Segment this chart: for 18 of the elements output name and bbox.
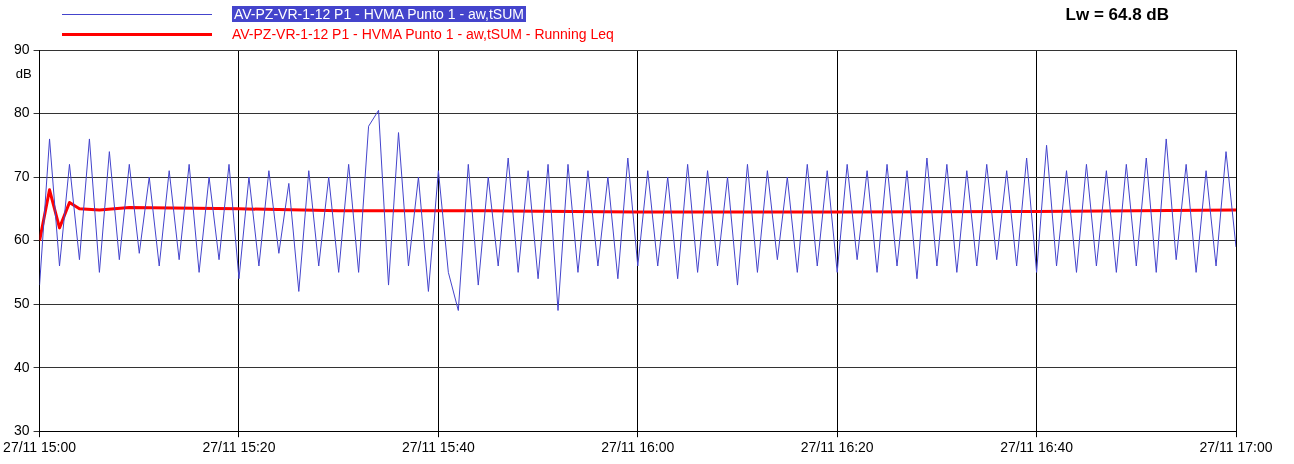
y-tick-label: 60 — [13, 231, 30, 248]
y-tick-label: 80 — [13, 104, 30, 121]
y-tick-label: 40 — [13, 358, 30, 375]
y-tick-label: 30 — [13, 422, 30, 439]
x-tick-label: 27/11 16:00 — [601, 439, 675, 456]
x-tick-label: 27/11 16:40 — [1000, 439, 1074, 456]
x-tick-label: 27/11 15:40 — [401, 439, 476, 456]
y-tick-label: 90 — [13, 40, 30, 57]
x-tick-label: 27/11 17:00 — [1199, 439, 1273, 456]
x-tick-label: 27/11 15:20 — [202, 439, 276, 456]
text: AV-PZ-VR-1-12 P1 - HVMA Punto 1 - aw,tSUM - Running Leq — [232, 26, 614, 42]
x-tick-label: 27/11 16:20 — [800, 439, 874, 456]
text: AV-PZ-VR-1-12 P1 - HVMA Punto 1 - aw,tSUM — [232, 6, 526, 22]
y-tick-label: 70 — [13, 167, 30, 184]
y-tick-label: 50 — [13, 294, 30, 311]
text: Lw = 64.8 dB — [1065, 5, 1169, 25]
x-tick-label: 27/11 15:00 — [3, 439, 77, 456]
y-axis-title: dB — [15, 65, 32, 81]
